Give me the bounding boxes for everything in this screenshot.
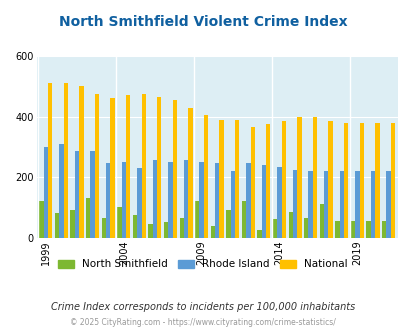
- Bar: [390, 123, 394, 238]
- Bar: [319, 204, 323, 238]
- Bar: [157, 97, 161, 238]
- Bar: [312, 116, 316, 238]
- Bar: [126, 95, 130, 238]
- Bar: [75, 151, 79, 238]
- Bar: [366, 221, 370, 238]
- Bar: [152, 160, 157, 238]
- Bar: [277, 167, 281, 238]
- Bar: [328, 121, 332, 238]
- Bar: [179, 218, 183, 238]
- Bar: [195, 201, 199, 238]
- Bar: [148, 224, 152, 238]
- Bar: [339, 171, 343, 238]
- Bar: [288, 212, 292, 238]
- Legend: North Smithfield, Rhode Island, National: North Smithfield, Rhode Island, National: [54, 255, 351, 274]
- Bar: [234, 119, 239, 238]
- Bar: [55, 214, 59, 238]
- Bar: [261, 165, 265, 238]
- Bar: [106, 163, 110, 238]
- Bar: [70, 211, 75, 238]
- Bar: [296, 116, 301, 238]
- Bar: [230, 171, 234, 238]
- Bar: [303, 218, 308, 238]
- Bar: [359, 123, 363, 238]
- Bar: [219, 119, 223, 238]
- Bar: [335, 221, 339, 238]
- Bar: [86, 198, 90, 238]
- Bar: [172, 100, 177, 238]
- Bar: [226, 211, 230, 238]
- Bar: [79, 86, 83, 238]
- Bar: [64, 83, 68, 238]
- Bar: [101, 218, 106, 238]
- Bar: [199, 162, 203, 238]
- Bar: [292, 170, 296, 238]
- Bar: [350, 221, 354, 238]
- Bar: [323, 171, 328, 238]
- Bar: [241, 201, 245, 238]
- Bar: [381, 221, 386, 238]
- Bar: [386, 171, 390, 238]
- Bar: [203, 115, 208, 238]
- Bar: [39, 201, 44, 238]
- Bar: [272, 219, 277, 238]
- Bar: [374, 123, 379, 238]
- Bar: [48, 83, 52, 238]
- Bar: [90, 151, 94, 238]
- Bar: [137, 168, 141, 238]
- Bar: [215, 163, 219, 238]
- Bar: [188, 108, 192, 238]
- Bar: [265, 124, 270, 238]
- Bar: [110, 98, 115, 238]
- Bar: [354, 171, 359, 238]
- Bar: [250, 127, 254, 238]
- Bar: [370, 171, 374, 238]
- Bar: [183, 160, 188, 238]
- Bar: [343, 123, 347, 238]
- Bar: [94, 94, 99, 238]
- Bar: [121, 162, 126, 238]
- Bar: [257, 230, 261, 238]
- Text: © 2025 CityRating.com - https://www.cityrating.com/crime-statistics/: © 2025 CityRating.com - https://www.city…: [70, 318, 335, 327]
- Text: North Smithfield Violent Crime Index: North Smithfield Violent Crime Index: [59, 15, 346, 29]
- Bar: [44, 147, 48, 238]
- Bar: [132, 215, 137, 238]
- Bar: [141, 94, 145, 238]
- Text: Crime Index corresponds to incidents per 100,000 inhabitants: Crime Index corresponds to incidents per…: [51, 302, 354, 312]
- Bar: [308, 171, 312, 238]
- Bar: [245, 163, 250, 238]
- Bar: [210, 225, 215, 238]
- Bar: [117, 207, 121, 238]
- Bar: [164, 222, 168, 238]
- Bar: [59, 144, 64, 238]
- Bar: [281, 121, 286, 238]
- Bar: [168, 162, 172, 238]
